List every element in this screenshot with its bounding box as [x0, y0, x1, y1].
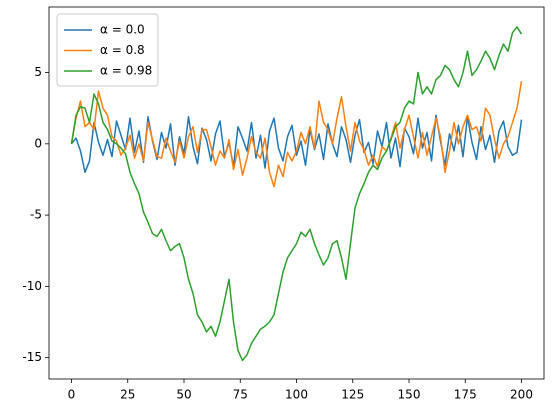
- x-tick-label: 50: [176, 388, 191, 402]
- legend-label: α = 0.8: [100, 43, 145, 57]
- y-tick-label: -15: [22, 350, 42, 364]
- x-tick-label: 125: [341, 388, 364, 402]
- y-tick-label: -5: [30, 208, 42, 222]
- legend-label: α = 0.0: [100, 23, 145, 37]
- y-tick-label: -10: [22, 279, 42, 293]
- y-tick-label: 0: [34, 136, 42, 150]
- x-tick-label: 25: [120, 388, 135, 402]
- y-tick-label: 5: [34, 65, 42, 79]
- x-tick-label: 150: [398, 388, 421, 402]
- line-series: [70, 26, 523, 362]
- legend-label: α = 0.98: [100, 64, 152, 78]
- line-series: [70, 80, 523, 188]
- x-tick-label: 200: [510, 388, 533, 402]
- legend-box: [56, 13, 159, 87]
- x-tick-label: 75: [233, 388, 248, 402]
- x-tick-label: 175: [454, 388, 477, 402]
- x-tick-label: 100: [285, 388, 308, 402]
- legend: α = 0.0 α = 0.8 α = 0.98: [56, 13, 159, 87]
- plot-frame: [48, 6, 545, 380]
- x-tick-label: 0: [68, 388, 76, 402]
